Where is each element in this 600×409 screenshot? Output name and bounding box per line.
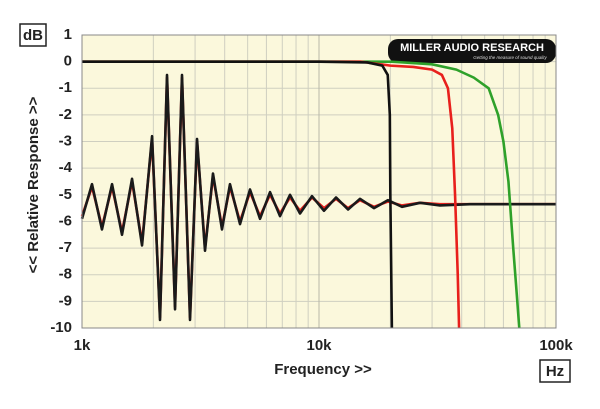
y-tick-label: -8 (59, 266, 72, 283)
y-tick-label: -9 (59, 292, 72, 309)
y-tick-label: 0 (64, 53, 72, 70)
x-tick-label: 10k (306, 337, 332, 354)
logo-tagline: Getting the measure of sound quality (473, 55, 547, 60)
y-tick-label: -10 (50, 319, 72, 336)
y-tick-label: -7 (59, 239, 72, 256)
series-line (82, 60, 521, 329)
plot-border (81, 34, 557, 329)
y-tick-label: -4 (59, 159, 73, 176)
y-unit: dB (23, 27, 43, 44)
x-tick-label: 100k (539, 337, 573, 354)
x-tick-label: 1k (74, 337, 91, 354)
y-tick-label: -3 (59, 133, 72, 150)
x-axis-title: Frequency >> (274, 361, 372, 378)
series-line (82, 60, 394, 329)
y-tick-label: -6 (59, 212, 72, 229)
x-unit: Hz (546, 363, 564, 380)
y-tick-label: -1 (59, 79, 72, 96)
series-line (80, 73, 556, 322)
logo-box (388, 39, 556, 63)
unit-box (19, 23, 47, 47)
y-axis-title: << Relative Response >> (25, 96, 42, 273)
logo-text: MILLER AUDIO RESEARCH (400, 42, 544, 54)
unit-box (539, 359, 571, 383)
y-tick-label: -5 (59, 186, 72, 203)
y-tick-label: 1 (64, 26, 72, 43)
y-tick-label: -2 (59, 106, 72, 123)
